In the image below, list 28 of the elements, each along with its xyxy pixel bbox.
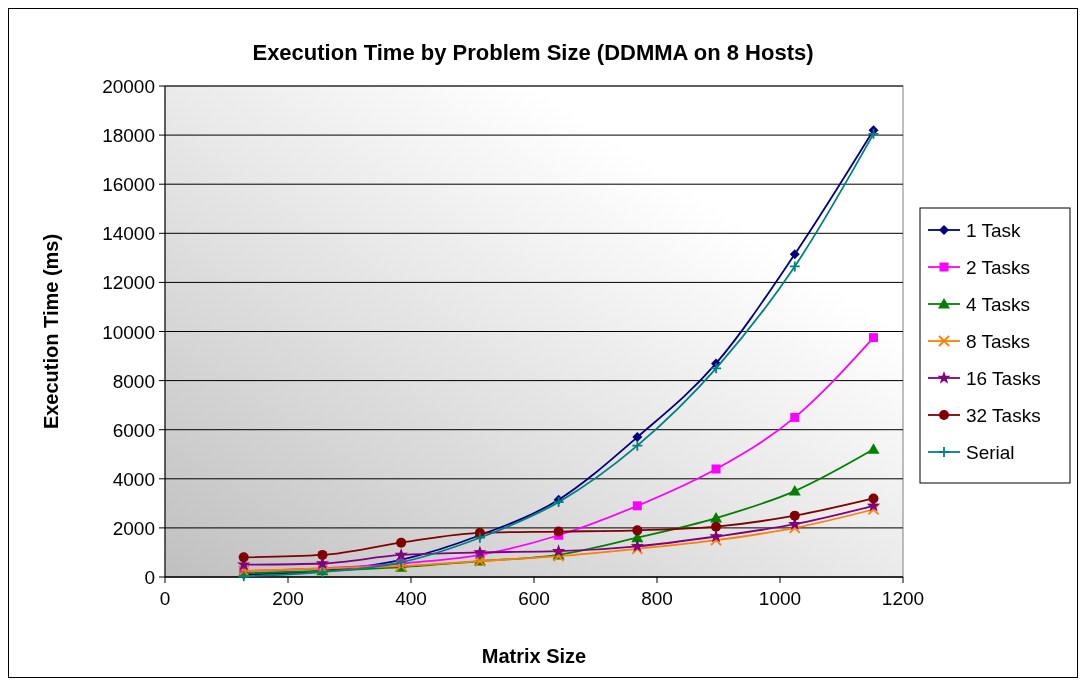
- legend-label: 16 Tasks: [966, 368, 1041, 389]
- x-tick-label: 600: [518, 588, 550, 609]
- x-tick-label: 200: [272, 588, 304, 609]
- legend-label: 1 Task: [966, 220, 1022, 241]
- y-tick-label: 20000: [102, 76, 155, 97]
- legend-label: 2 Tasks: [966, 257, 1031, 278]
- y-tick-label: 2000: [112, 517, 155, 539]
- chart-title: Execution Time by Problem Size (DDMMA on 8 Hosts): [252, 40, 814, 65]
- y-tick-label: 16000: [102, 174, 155, 196]
- legend-label: Serial: [966, 442, 1015, 463]
- y-tick-label: 6000: [112, 419, 155, 441]
- y-tick-label: 8000: [112, 370, 155, 392]
- y-axis-title: Execution Time (ms): [40, 233, 62, 430]
- y-tick-label: 12000: [102, 272, 155, 294]
- legend-label: 8 Tasks: [966, 331, 1031, 352]
- y-tick-label: 18000: [102, 125, 155, 147]
- x-tick-label: 1000: [758, 588, 802, 609]
- legend-label: 32 Tasks: [966, 405, 1041, 426]
- y-tick-label: 10000: [102, 321, 155, 343]
- y-tick-label: 4000: [112, 468, 155, 490]
- x-axis-title: Matrix Size: [481, 645, 587, 667]
- legend-label: 4 Tasks: [966, 294, 1031, 315]
- y-tick-label: 0: [144, 567, 155, 588]
- x-tick-label: 400: [395, 588, 427, 609]
- y-tick-label: 14000: [102, 223, 155, 245]
- x-tick-label: 800: [641, 588, 673, 609]
- x-tick-label: 0: [159, 588, 171, 609]
- x-tick-label: 1200: [881, 588, 925, 609]
